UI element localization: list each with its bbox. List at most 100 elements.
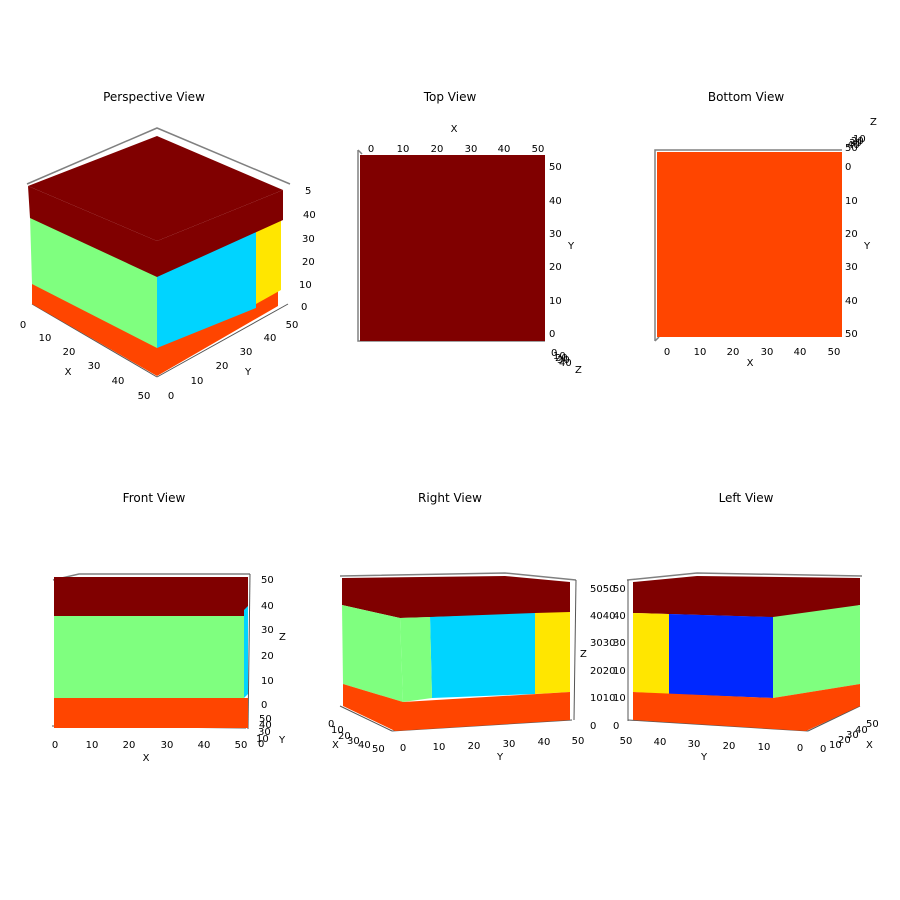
x-tick-labels: 0 10 20 30 40 50 — [328, 719, 385, 755]
front-view: Front View 0 10 20 30 40 50 X 0 10 20 30… — [52, 491, 286, 764]
top-face — [360, 155, 545, 341]
y-tick-label: 30 — [503, 739, 516, 750]
x-tick-label: 40 — [794, 347, 807, 358]
x-tick-label: 0 — [368, 144, 374, 155]
front-face — [30, 216, 157, 348]
y-axis-label: Y — [278, 735, 286, 746]
front-face — [430, 613, 535, 698]
y-tick-label: 50 — [845, 329, 858, 340]
x-tick-label: 30 — [88, 361, 101, 372]
axis-line — [31, 303, 158, 378]
z-tick-labels: 0 10 20 30 40 5 — [299, 186, 316, 313]
z-tick-label: 10 — [261, 676, 274, 687]
z-axis-label: Z — [870, 117, 877, 128]
z-tick-label: 50 — [845, 143, 858, 154]
z-tick-label: 10 — [613, 666, 626, 677]
x-tick-label: 20 — [123, 740, 136, 751]
x-tick-label: 0 — [52, 740, 58, 751]
x-tick-labels: 0 10 20 30 40 50 — [368, 144, 545, 155]
z-tick-label: 50 — [613, 584, 626, 595]
y-axis-label: Y — [567, 241, 575, 252]
z-tick-label: 0 — [613, 721, 619, 732]
z-tick-label: 20 — [302, 257, 315, 268]
right-edge — [244, 606, 248, 698]
y-tick-label: 20 — [216, 361, 229, 372]
y-tick-label: 0 — [549, 329, 555, 340]
z-tick-label: 1010 — [590, 693, 615, 704]
bottom-layer — [343, 684, 570, 731]
bottom-face — [657, 152, 842, 337]
y-tick-label: 40 — [845, 296, 858, 307]
x-tick-label: 10 — [694, 347, 707, 358]
z-tick-label: 2020 — [590, 666, 615, 677]
z-tick-labels: 0 10 20 30 40 50 — [261, 575, 274, 711]
x-tick-label: 50 — [138, 391, 151, 402]
z-tick-label: 50 — [261, 575, 274, 586]
x-tick-label: 20 — [63, 347, 76, 358]
y-tick-label: 50 — [259, 714, 272, 725]
x-tick-label: 20 — [838, 735, 851, 746]
z-axis-label: Z — [279, 632, 286, 643]
y-tick-label: 20 — [468, 741, 481, 752]
x-tick-label: 30 — [161, 740, 174, 751]
x-tick-label: 50 — [235, 740, 248, 751]
x-tick-label: 30 — [846, 730, 859, 741]
z-tick-labels: 0 10 20 30 40 — [551, 348, 572, 369]
front-face — [54, 616, 244, 698]
z-tick-label: 30 — [849, 138, 862, 149]
top-view: Top View X 0 10 20 30 40 50 Y 0 10 20 30… — [357, 90, 582, 376]
bottom-layer-left — [32, 282, 157, 376]
z-tick-label: 40 — [261, 601, 274, 612]
y-tick-label: 10 — [256, 734, 269, 745]
z-tick-label: 5050 — [590, 584, 615, 595]
z-tick-label: 5 — [305, 186, 311, 197]
x-tick-label: 30 — [761, 347, 774, 358]
x-axis-label: X — [747, 358, 754, 369]
y-tick-label: 40 — [264, 333, 277, 344]
axis-pane-edges — [626, 572, 863, 581]
y-tick-label: 0 — [797, 743, 803, 754]
y-tick-labels: 0 10 20 30 40 50 — [845, 162, 858, 340]
x-axis-label: X — [332, 740, 339, 751]
view-title: Bottom View — [708, 90, 784, 104]
z-tick-label: 4040 — [590, 611, 615, 622]
x-tick-labels: 0 10 20 30 40 50 — [52, 740, 248, 751]
y-tick-label: 30 — [258, 727, 271, 738]
x-axis-label: X — [451, 124, 458, 135]
left-view: Left View 50 40 30 20 10 0 Y 0 10 20 30 … — [613, 491, 879, 763]
x-axis-label: X — [143, 753, 150, 764]
z-tick-labels: 0 10 10 30 40 50 — [613, 584, 626, 732]
z-tick-labels: 50 40 30 20 10 — [845, 134, 866, 154]
y-tick-label: 0 — [845, 162, 851, 173]
bottom-layer — [54, 698, 248, 728]
x-tick-labels: 0 10 20 30 40 50 — [664, 347, 841, 358]
x-tick-labels: 0 10 20 30 40 50 — [20, 320, 151, 402]
z-tick-label: 40 — [613, 611, 626, 622]
x-tick-label: 40 — [198, 740, 211, 751]
axis-pane-edges — [654, 149, 842, 341]
view-title: Left View — [719, 491, 774, 505]
front-face-left — [400, 617, 432, 702]
x-tick-label: 40 — [358, 740, 371, 751]
front-face-right — [535, 612, 570, 694]
left-face-far — [633, 613, 669, 694]
view-title: Perspective View — [103, 90, 205, 104]
z-tick-label: 0 — [590, 721, 596, 732]
x-axis-label: X — [65, 367, 72, 378]
y-tick-label: 10 — [758, 742, 771, 753]
axis-pane-edges — [339, 572, 577, 581]
view-title: Right View — [418, 491, 482, 505]
z-tick-label: 0 — [551, 348, 557, 359]
y-tick-labels: 50 40 30 20 10 0 — [620, 736, 804, 754]
x-tick-label: 40 — [855, 725, 868, 736]
right-view: Right View 0 10 20 30 40 50 X 0 10 20 30… — [328, 491, 615, 763]
top-layer-upper — [28, 136, 283, 241]
axis-line — [357, 149, 363, 155]
y-tick-label: 0 — [168, 391, 174, 402]
x-tick-label: 20 — [431, 144, 444, 155]
y-tick-label: 50 — [549, 162, 562, 173]
axis-line — [807, 705, 861, 732]
y-tick-label: 10 — [549, 296, 562, 307]
x-tick-label: 10 — [331, 725, 344, 736]
